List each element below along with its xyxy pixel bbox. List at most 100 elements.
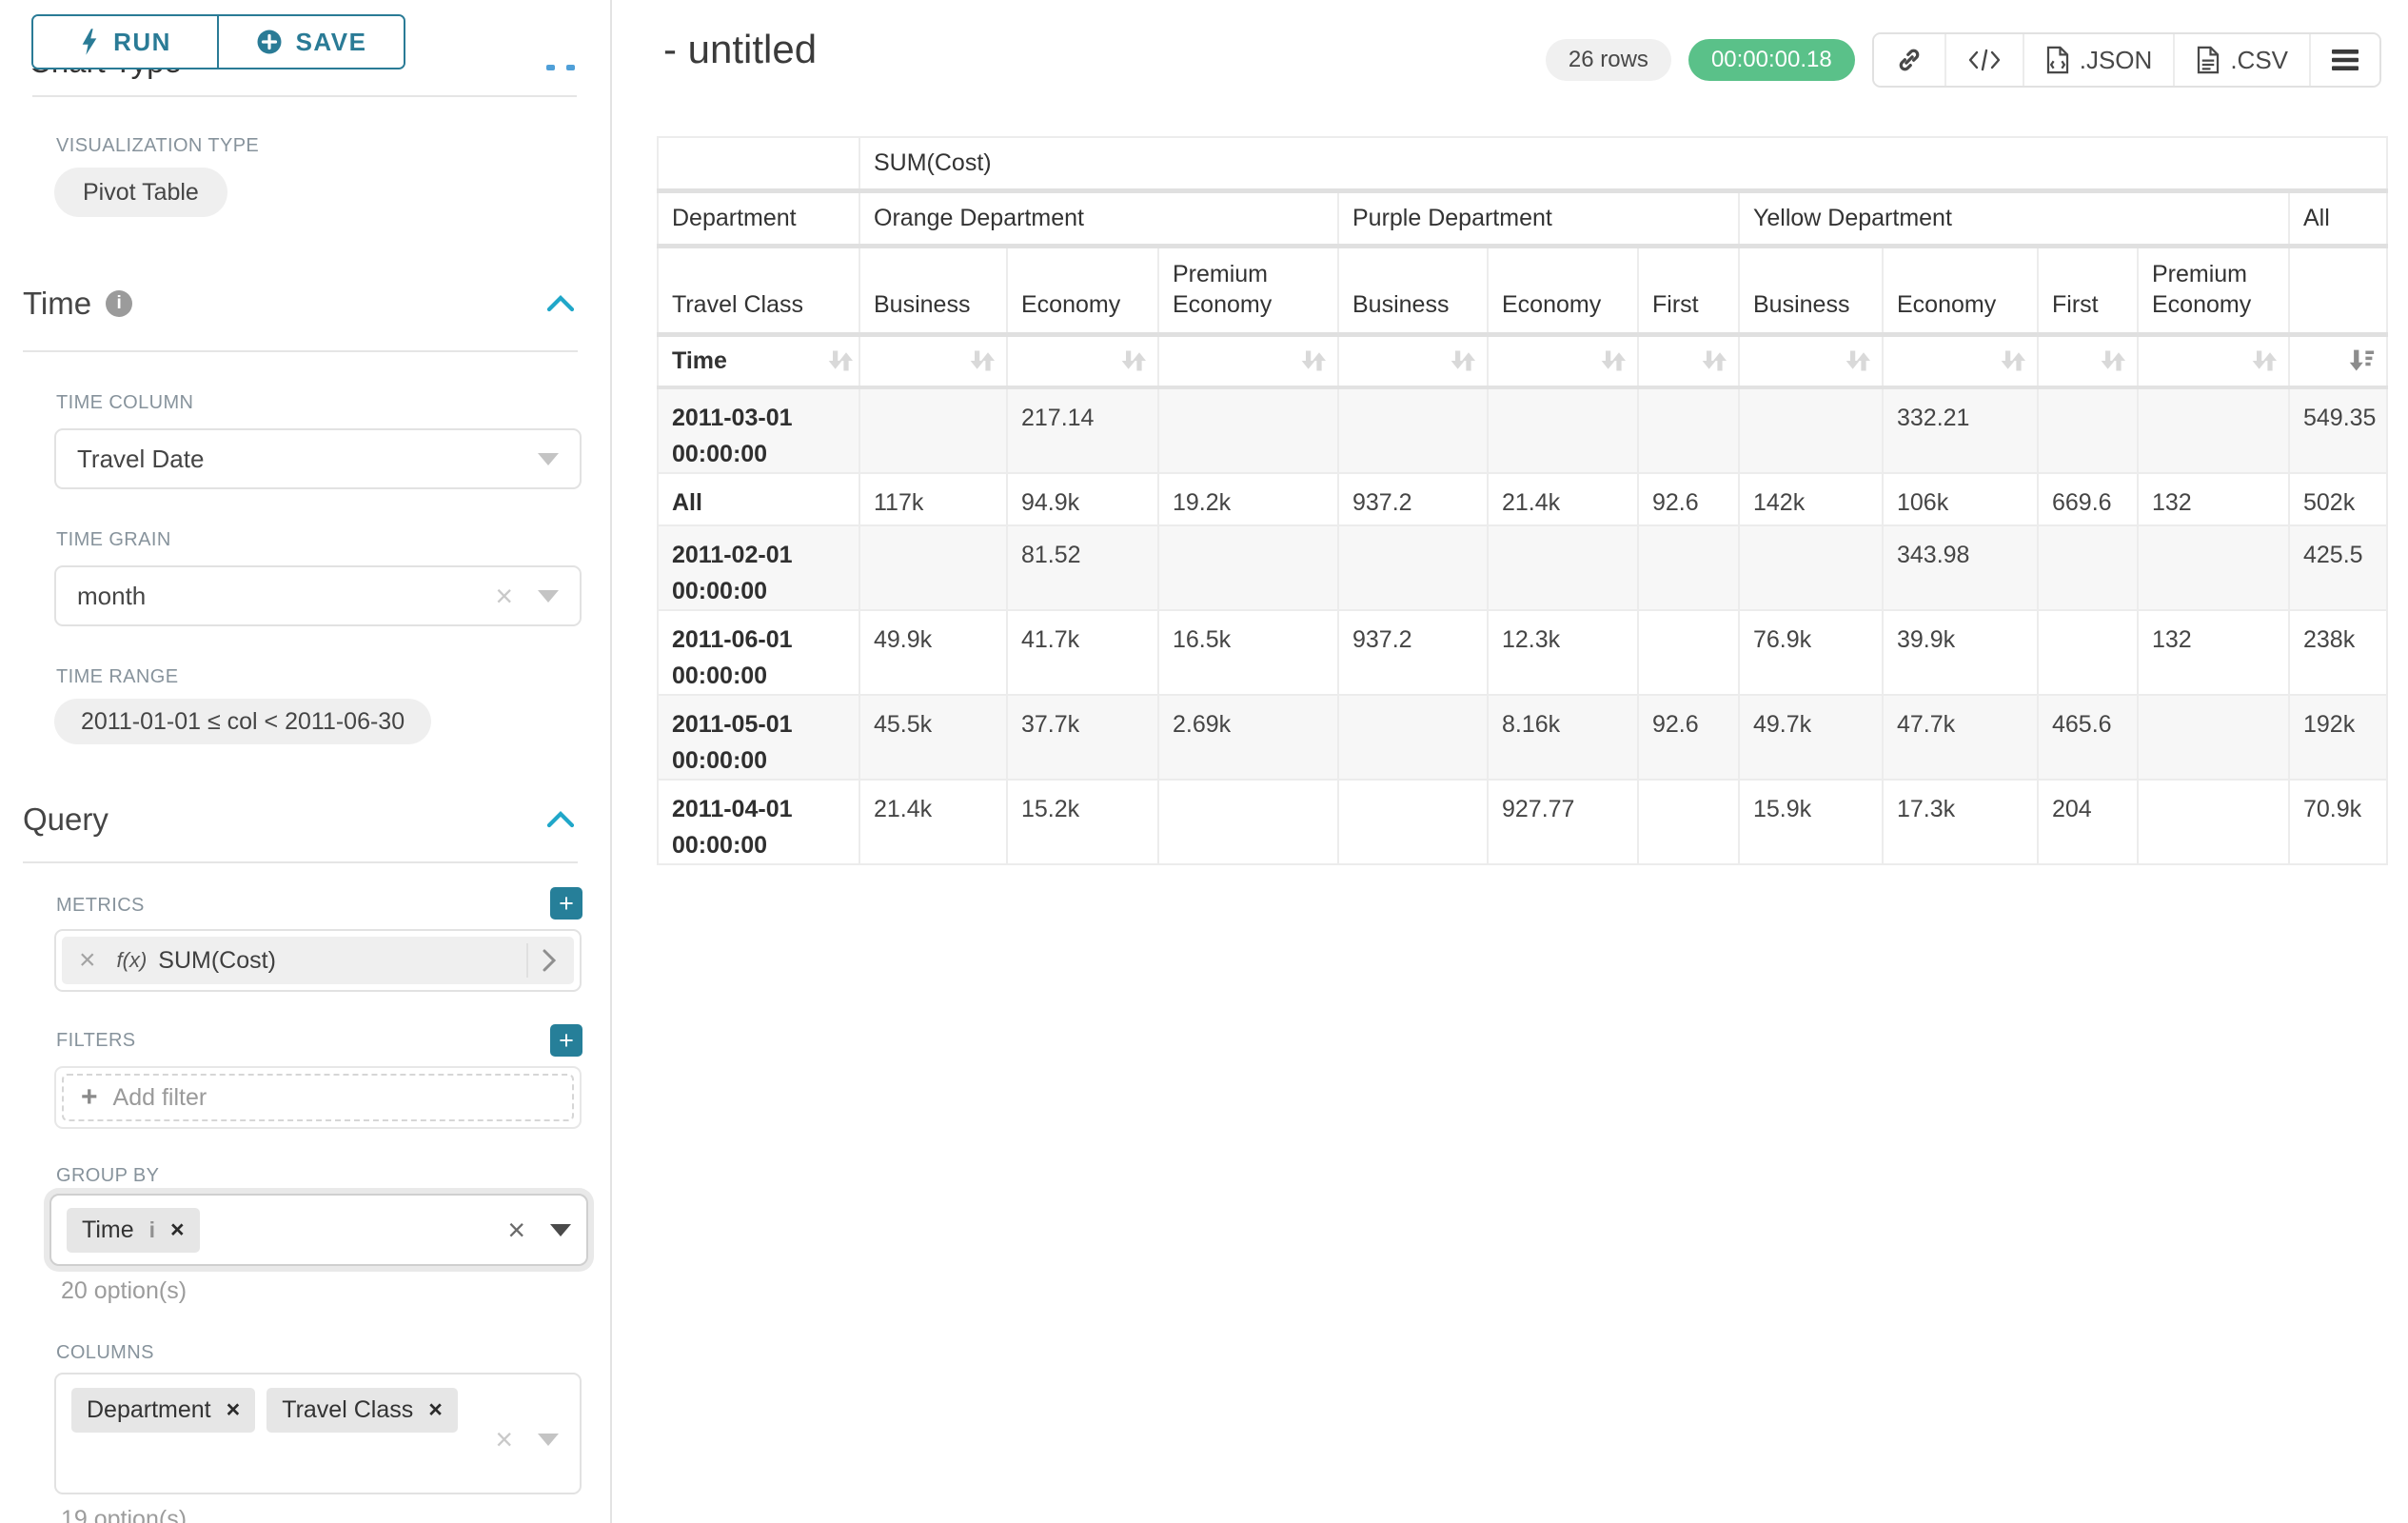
pivot-sort-header[interactable] (1158, 334, 1338, 387)
add-metric-button[interactable]: + (550, 887, 582, 920)
caret-down-icon[interactable] (538, 453, 559, 465)
embed-code-button[interactable] (1944, 34, 2023, 86)
filters-label: FILTERS (56, 1030, 136, 1052)
pivot-value-cell (2038, 525, 2138, 610)
pivot-value-cell (1338, 525, 1488, 610)
pivot-time-sort-header[interactable]: Time (658, 334, 859, 387)
export-button-group: .JSON .CSV (1872, 32, 2381, 88)
pivot-sort-header[interactable] (1488, 334, 1638, 387)
pivot-sort-header[interactable] (859, 334, 1007, 387)
pivot-value-cell: 76.9k (1739, 610, 1883, 695)
pivot-sort-header[interactable] (2289, 334, 2387, 387)
pivot-value-cell: 81.52 (1007, 525, 1158, 610)
group-by-select[interactable]: Timei× × (49, 1194, 588, 1266)
pivot-subcolumn-header: First (1638, 246, 1739, 334)
lightning-icon (79, 28, 100, 56)
pivot-value-cell: 21.4k (1488, 473, 1638, 525)
pivot-sort-header[interactable] (1338, 334, 1488, 387)
time-grain-select[interactable]: month × (54, 565, 582, 626)
run-button[interactable]: RUN (33, 16, 217, 68)
pivot-subcolumn-header: First (2038, 246, 2138, 334)
collapse-chevron-icon[interactable] (545, 294, 576, 313)
pivot-value-cell: 12.3k (1488, 610, 1638, 695)
remove-metric-icon[interactable]: × (79, 944, 96, 977)
chevron-right-icon[interactable] (542, 948, 557, 973)
pivot-sort-header[interactable] (1007, 334, 1158, 387)
pivot-value-cell: 41.7k (1007, 610, 1158, 695)
time-column-select[interactable]: Travel Date (54, 428, 582, 489)
select-chip[interactable]: Travel Class× (266, 1388, 458, 1433)
pivot-group-header: Yellow Department (1739, 190, 2289, 246)
chart-title[interactable]: - untitled (663, 27, 817, 72)
pivot-value-cell: 15.9k (1739, 780, 1883, 864)
copy-link-button[interactable] (1874, 34, 1944, 86)
export-csv-button[interactable]: .CSV (2173, 34, 2309, 86)
pivot-value-cell: 343.98 (1883, 525, 2038, 610)
pivot-value-cell (859, 525, 1007, 610)
pivot-sort-header[interactable] (1883, 334, 2038, 387)
select-chip[interactable]: Department× (71, 1388, 255, 1433)
pivot-row-label: 2011-04-01 00:00:00 (658, 780, 859, 864)
pivot-value-cell (2038, 610, 2138, 695)
export-json-button[interactable]: .JSON (2023, 34, 2174, 86)
add-filter-button[interactable]: + Add filter (62, 1074, 574, 1121)
pivot-value-cell: 45.5k (859, 695, 1007, 780)
pivot-value-cell: 16.5k (1158, 610, 1338, 695)
pivot-value-cell: 117k (859, 473, 1007, 525)
sort-icon (826, 347, 853, 374)
menu-button[interactable] (2309, 34, 2379, 86)
pivot-value-cell (1338, 780, 1488, 864)
pivot-sort-header[interactable] (2038, 334, 2138, 387)
pivot-subcolumn-header: Economy (1883, 246, 2038, 334)
pivot-value-cell: 70.9k (2289, 780, 2387, 864)
pivot-value-cell (1488, 525, 1638, 610)
pivot-value-cell: 94.9k (1007, 473, 1158, 525)
caret-down-icon[interactable] (538, 1434, 559, 1446)
clear-icon[interactable]: × (495, 581, 513, 611)
filters-control: + Add filter (54, 1066, 582, 1129)
caret-down-icon[interactable] (550, 1224, 571, 1236)
remove-chip-icon[interactable]: × (227, 1398, 241, 1422)
metrics-label: METRICS (56, 895, 145, 917)
pivot-sort-header[interactable] (2138, 334, 2289, 387)
pivot-value-cell (2138, 387, 2289, 473)
time-range-pill[interactable]: 2011-01-01 ≤ col < 2011-06-30 (54, 699, 431, 744)
pivot-subcolumn-header: Economy (1007, 246, 1158, 334)
pivot-value-cell (2138, 780, 2289, 864)
pivot-table-container: SUM(Cost)DepartmentOrange DepartmentPurp… (657, 136, 2388, 865)
add-filter-plus-button[interactable]: + (550, 1024, 582, 1057)
metric-chip[interactable]: × f(x) SUM(Cost) (62, 937, 574, 984)
clear-icon[interactable]: × (507, 1215, 525, 1245)
pivot-subcolumn-header: Business (1338, 246, 1488, 334)
pivot-sort-header[interactable] (1739, 334, 1883, 387)
viz-type-pill[interactable]: Pivot Table (54, 168, 227, 217)
plus-circle-icon (256, 29, 283, 55)
select-chip[interactable]: Timei× (67, 1208, 200, 1253)
pivot-value-cell: 132 (2138, 610, 2289, 695)
columns-select[interactable]: Department×Travel Class× × (54, 1373, 582, 1494)
pivot-value-cell (2138, 525, 2289, 610)
pivot-data-row: 2011-02-01 00:00:0081.52343.98425.5 (658, 525, 2387, 610)
json-file-icon (2045, 46, 2070, 74)
collapse-chevron-icon[interactable] (545, 810, 576, 829)
pivot-value-cell: 142k (1739, 473, 1883, 525)
remove-chip-icon[interactable]: × (170, 1218, 185, 1242)
pivot-data-row: 2011-06-01 00:00:0049.9k41.7k16.5k937.21… (658, 610, 2387, 695)
pivot-sort-header[interactable] (1638, 334, 1739, 387)
clear-icon[interactable]: × (495, 1424, 513, 1454)
info-icon: i (106, 290, 132, 317)
remove-chip-icon[interactable]: × (428, 1398, 443, 1422)
plus-icon: + (81, 1081, 98, 1114)
pivot-value-cell: 39.9k (1883, 610, 2038, 695)
time-column-value: Travel Date (77, 445, 204, 474)
pivot-value-cell: 106k (1883, 473, 2038, 525)
hamburger-menu-icon (2332, 49, 2359, 71)
caret-down-icon[interactable] (538, 590, 559, 603)
pivot-value-cell: 19.2k (1158, 473, 1338, 525)
sort-icon (2099, 347, 2125, 374)
sort-icon (1299, 347, 1326, 374)
time-section-title: Time (23, 286, 91, 322)
pivot-value-cell (1338, 695, 1488, 780)
pivot-value-cell: 204 (2038, 780, 2138, 864)
save-button[interactable]: SAVE (217, 16, 404, 68)
